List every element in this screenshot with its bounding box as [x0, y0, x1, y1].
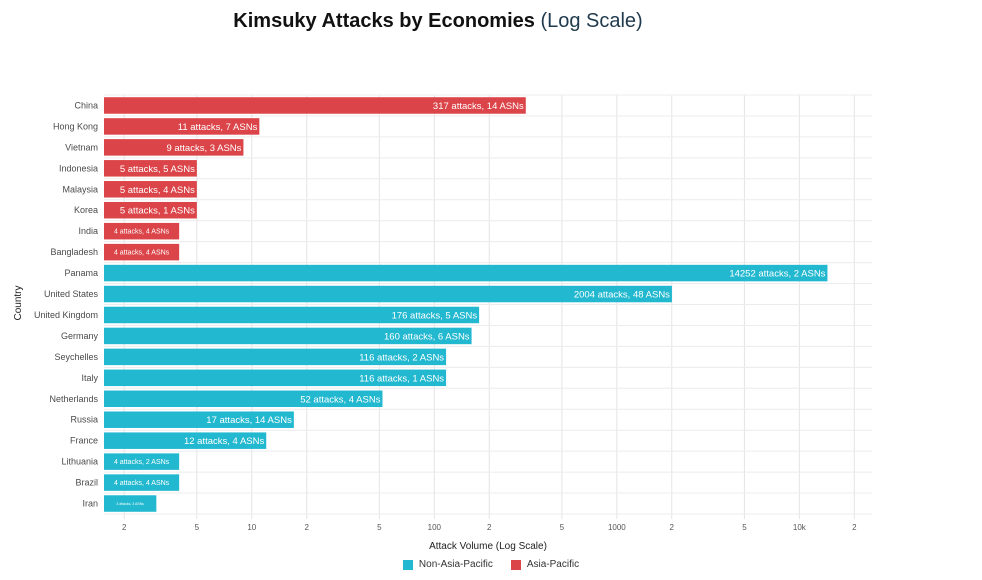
data-label: 5 attacks, 4 ASNs: [120, 185, 195, 196]
data-label: 4 attacks, 4 ASNs: [114, 250, 170, 257]
data-label: 4 attacks, 4 ASNs: [114, 229, 170, 236]
bar-indonesia[interactable]: [104, 160, 197, 177]
category-label: Vietnam: [65, 142, 98, 152]
bar-hong-kong[interactable]: [104, 118, 260, 135]
x-tick-labels: 2 5 10 2 5 100 2 5 1000 2 5 10k 2: [122, 523, 857, 532]
data-label: 317 attacks, 14 ASNs: [433, 101, 524, 112]
x-tick-label: 5: [195, 523, 200, 532]
data-label: 4 attacks, 2 ASNs: [114, 459, 170, 466]
category-label: Germany: [61, 331, 99, 341]
data-label: 17 attacks, 14 ASNs: [206, 415, 292, 426]
chart-title: Kimsuky Attacks by Economies (Log Scale): [0, 10, 876, 33]
x-tick-label: 2: [852, 523, 857, 532]
x-tick-label: 2: [487, 523, 492, 532]
category-label: Brazil: [75, 478, 98, 488]
category-label: Indonesia: [59, 163, 98, 173]
bar-iran[interactable]: [104, 495, 157, 512]
x-tick-label: 10k: [793, 523, 807, 532]
x-tick-label: 2: [305, 523, 310, 532]
legend-swatch-asia-pacific: [510, 559, 521, 570]
category-labels: China Hong Kong Vietnam Indonesia Malaysia Ko…: [34, 100, 99, 508]
bar-bangladesh[interactable]: [104, 243, 180, 261]
category-label: Hong Kong: [53, 121, 98, 131]
bar-france[interactable]: [104, 432, 267, 449]
legend-item-non-asia-pacific[interactable]: Non-Asia-Pacific: [402, 559, 493, 570]
bar-india[interactable]: [104, 222, 180, 240]
category-label: Malaysia: [62, 184, 98, 194]
category-label: Korea: [74, 205, 98, 215]
data-label: 14252 attacks, 2 ASNs: [729, 269, 825, 280]
bar-brazil[interactable]: [104, 474, 180, 491]
data-label: 3 attacks, 3 ASNs: [116, 502, 144, 506]
data-label: 116 attacks, 1 ASNs: [359, 373, 444, 384]
category-label: Italy: [81, 373, 98, 383]
x-tick-label: 2: [122, 523, 127, 532]
data-label: 5 attacks, 5 ASNs: [120, 164, 195, 175]
category-label: United States: [44, 289, 99, 299]
x-tick-label: 5: [560, 523, 565, 532]
bar-seychelles[interactable]: [104, 348, 447, 366]
y-axis-title: Country: [13, 285, 24, 320]
bar-united-states[interactable]: [104, 285, 672, 303]
x-tick-label: 1000: [608, 523, 626, 532]
data-label: 9 attacks, 3 ASNs: [166, 143, 241, 154]
bar-united-kingdom[interactable]: [104, 306, 480, 324]
bar-malaysia[interactable]: [104, 181, 197, 198]
data-label: 12 attacks, 4 ASNs: [184, 436, 265, 447]
legend-item-asia-pacific[interactable]: Asia-Pacific: [510, 559, 580, 570]
bar-lithuania[interactable]: [104, 453, 180, 470]
bar-russia[interactable]: [104, 411, 294, 428]
bar-italy[interactable]: [104, 369, 447, 387]
category-label: Russia: [70, 415, 98, 425]
x-axis-title: Attack Volume (Log Scale): [429, 541, 547, 552]
category-label: Netherlands: [49, 394, 98, 404]
data-label: 4 attacks, 4 ASNs: [114, 480, 170, 487]
data-label: 116 attacks, 2 ASNs: [359, 352, 444, 363]
legend-label-asia-pacific: Asia-Pacific: [526, 559, 580, 570]
data-label: 176 attacks, 5 ASNs: [392, 310, 478, 321]
legend-label-non-asia-pacific: Non-Asia-Pacific: [418, 559, 493, 570]
chart-title-main: Kimsuky Attacks by Economies: [233, 10, 535, 32]
x-tick-label: 10: [247, 523, 256, 532]
data-label: 52 attacks, 4 ASNs: [300, 394, 381, 405]
bar-china[interactable]: [104, 97, 526, 114]
data-labels: 317 attacks, 14 ASNs 11 attacks, 7 ASNs 9 …: [114, 101, 826, 506]
legend: Non-Asia-Pacific Asia-Pacific: [0, 559, 982, 570]
x-tick-label: 100: [428, 523, 442, 532]
bar-korea[interactable]: [104, 201, 197, 219]
category-label: India: [78, 226, 98, 236]
category-label: Iran: [82, 499, 98, 509]
bar-germany[interactable]: [104, 327, 472, 345]
bar-netherlands[interactable]: [104, 390, 383, 408]
bars: [104, 97, 828, 512]
chart-title-subtitle: (Log Scale): [540, 10, 643, 32]
category-label: Panama: [64, 268, 98, 278]
data-label: 160 attacks, 6 ASNs: [384, 331, 470, 342]
category-label: Seychelles: [54, 352, 98, 362]
category-label: United Kingdom: [34, 310, 98, 320]
category-label: France: [70, 436, 98, 446]
bar-vietnam[interactable]: [104, 139, 244, 156]
category-label: Lithuania: [61, 457, 98, 467]
data-label: 11 attacks, 7 ASNs: [178, 122, 258, 133]
data-label: 2004 attacks, 48 ASNs: [574, 290, 670, 301]
bar-panama[interactable]: [104, 264, 828, 282]
category-label: Bangladesh: [50, 247, 98, 257]
x-tick-label: 2: [670, 523, 675, 532]
data-label: 5 attacks, 1 ASNs: [120, 206, 195, 217]
x-tick-label: 5: [742, 523, 747, 532]
x-tick-label: 5: [377, 523, 382, 532]
category-label: China: [74, 100, 98, 110]
legend-swatch-non-asia-pacific: [402, 559, 413, 570]
